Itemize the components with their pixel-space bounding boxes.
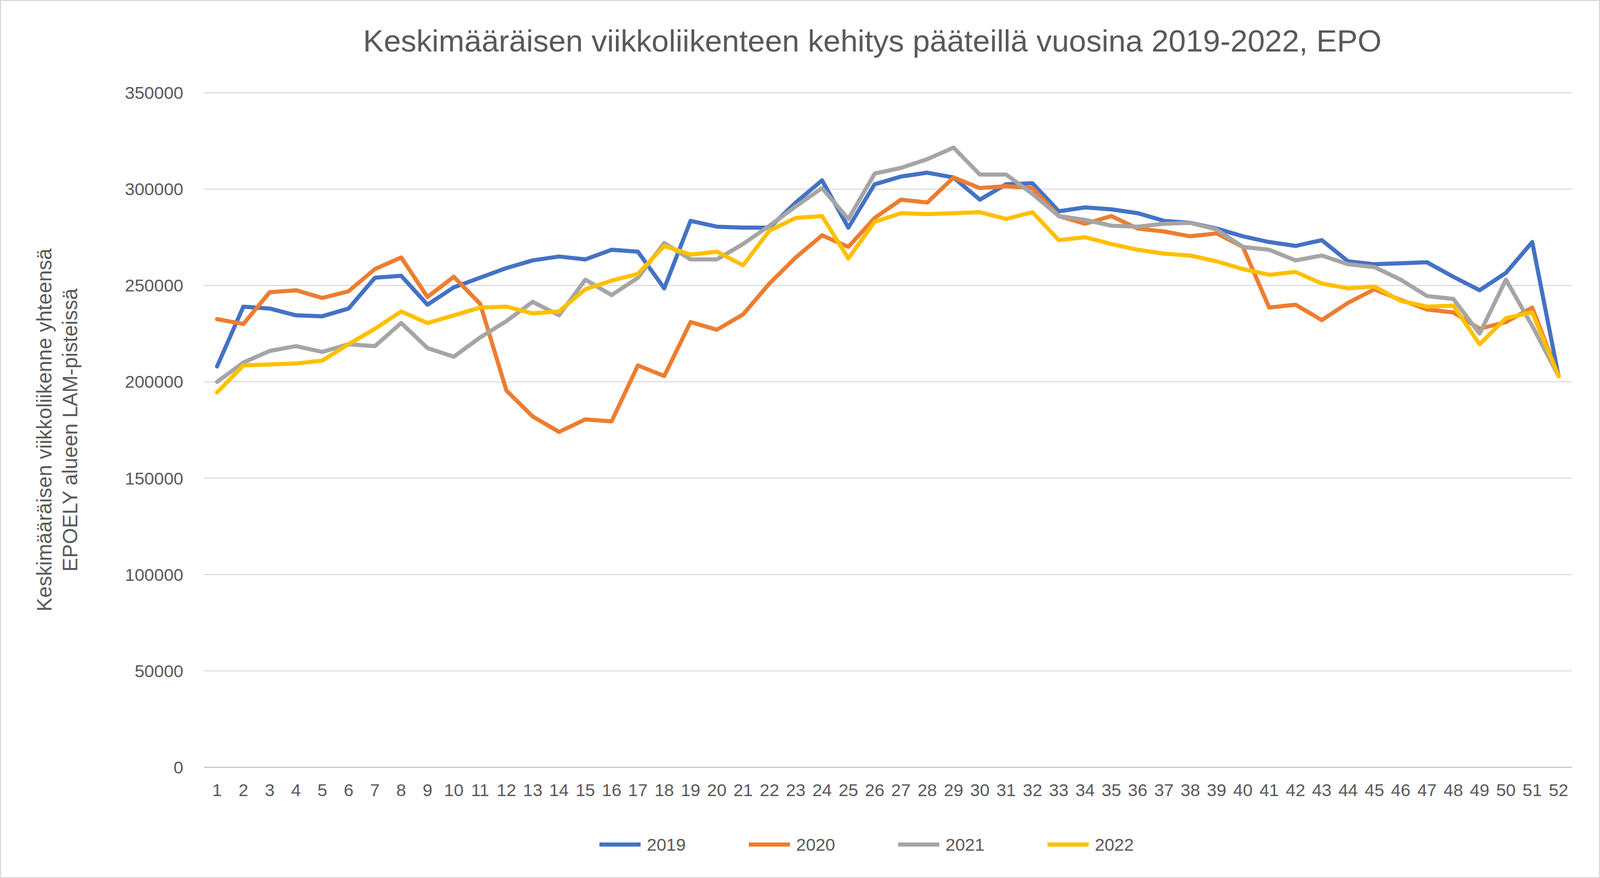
x-tick-label: 7 — [370, 780, 381, 800]
y-tick-label: 350000 — [125, 82, 184, 103]
legend-label: 2022 — [1094, 834, 1134, 855]
grid-line — [203, 670, 1572, 672]
x-tick-label: 22 — [759, 780, 780, 800]
legend-label: 2021 — [945, 834, 985, 855]
y-tick-label: 0 — [173, 757, 184, 778]
x-tick-label: 8 — [396, 780, 407, 800]
x-tick-label: 4 — [290, 780, 301, 800]
grid-line — [203, 574, 1572, 576]
x-tick-label: 17 — [628, 780, 648, 800]
series-line — [217, 147, 1559, 383]
x-tick-label: 40 — [1233, 780, 1253, 800]
x-tick-label: 42 — [1285, 780, 1306, 800]
series-line — [217, 172, 1559, 376]
y-tick-label: 250000 — [125, 275, 184, 296]
x-tick-label: 39 — [1207, 780, 1227, 800]
plot-area — [217, 147, 1559, 433]
x-tick-label: 32 — [1022, 780, 1043, 800]
x-tick-label: 15 — [575, 780, 596, 800]
x-tick-label: 19 — [680, 780, 701, 800]
y-tick-label: 150000 — [125, 468, 184, 489]
y-tick-label: 50000 — [134, 661, 184, 681]
x-tick-label: 44 — [1338, 780, 1358, 800]
x-tick-label: 2 — [238, 780, 249, 800]
grid-line — [203, 766, 1572, 768]
x-tick-label: 46 — [1390, 780, 1411, 800]
x-tick-label: 6 — [343, 780, 354, 800]
x-axis-line — [203, 766, 1572, 768]
x-tick-label: 24 — [812, 780, 832, 800]
legend-swatch — [748, 842, 790, 847]
grid-line — [203, 381, 1572, 383]
y-tick-label: 100000 — [125, 564, 184, 585]
x-tick-label: 3 — [264, 780, 275, 800]
x-tick-label: 38 — [1180, 780, 1200, 800]
x-tick-label: 52 — [1549, 780, 1569, 800]
legend-swatch — [599, 842, 641, 847]
x-tick-label: 26 — [865, 780, 885, 800]
chart: Keskimääräisen viikkoliikenteen kehitys … — [0, 0, 1600, 878]
x-tick-label: 27 — [891, 780, 911, 800]
x-tick-label: 37 — [1154, 780, 1174, 800]
title: Keskimääräisen viikkoliikenteen kehitys … — [363, 23, 1382, 59]
x-tick-label: 36 — [1127, 780, 1148, 800]
x-tick-label: 13 — [523, 780, 543, 800]
chart-frame — [0, 0, 1600, 878]
legend-label: 2019 — [646, 834, 686, 855]
x-tick-label: 34 — [1075, 780, 1095, 800]
x-tick-label: 51 — [1522, 780, 1542, 800]
x-tick-label: 23 — [785, 780, 806, 800]
x-tick-label: 28 — [917, 780, 938, 800]
series-line — [217, 177, 1559, 433]
x-tick-label: 31 — [996, 780, 1017, 800]
x-tick-label: 33 — [1048, 780, 1069, 800]
x-tick-label: 49 — [1469, 780, 1490, 800]
x-tick-label: 25 — [838, 780, 858, 800]
y-axis-label: Keskimääräisen viikkoliikenne yhteensäEP… — [32, 248, 82, 612]
x-tick-label: 43 — [1312, 780, 1332, 800]
x-tick-label: 20 — [707, 780, 727, 800]
legend-swatch — [1047, 842, 1089, 847]
x-tick-label: 21 — [733, 780, 753, 800]
x-tick-label: 50 — [1495, 780, 1516, 800]
x-tick-label: 1 — [212, 780, 222, 800]
x-tick-label: 12 — [496, 780, 516, 800]
x-tick-label: 14 — [549, 780, 570, 800]
x-tick-label: 10 — [443, 780, 464, 800]
x-tick-label: 48 — [1443, 780, 1464, 800]
x-tick-label: 29 — [943, 780, 964, 800]
x-tick-label: 9 — [422, 780, 433, 800]
legend-swatch — [898, 842, 940, 847]
x-tick-label: 11 — [471, 780, 490, 800]
y-tick-label: 200000 — [125, 371, 184, 392]
y-axis-label-line: EPOELY alueen LAM-pisteissä — [58, 287, 82, 572]
grid-line — [203, 92, 1572, 94]
x-tick-label: 47 — [1417, 780, 1437, 800]
y-tick-label: 300000 — [125, 179, 184, 199]
legend-label: 2020 — [796, 834, 836, 855]
series-line — [217, 212, 1559, 393]
x-tick-label: 35 — [1101, 780, 1122, 800]
x-tick-label: 30 — [970, 780, 990, 800]
y-axis-label-line: Keskimääräisen viikkoliikenne yhteensä — [32, 248, 56, 612]
x-tick-label: 16 — [601, 780, 622, 800]
x-tick-label: 45 — [1364, 780, 1385, 800]
x-tick-label: 5 — [317, 780, 328, 800]
grid-line — [203, 477, 1572, 479]
x-tick-label: 18 — [654, 780, 675, 800]
grid-line — [203, 188, 1572, 190]
x-tick-label: 41 — [1259, 780, 1280, 800]
